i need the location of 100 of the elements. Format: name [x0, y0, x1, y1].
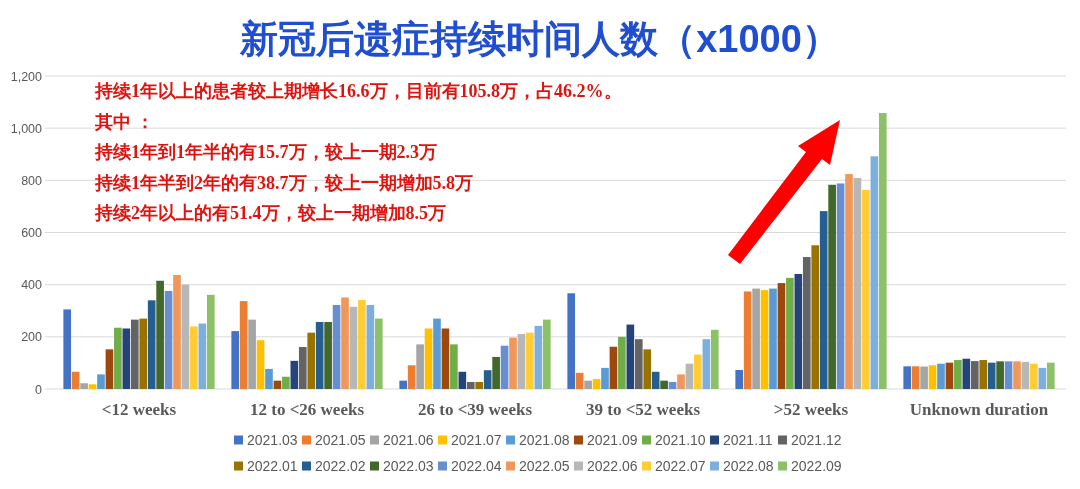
bar	[970, 361, 979, 389]
bar	[542, 319, 551, 389]
bar	[424, 328, 433, 389]
bar	[483, 370, 492, 389]
bar	[63, 309, 72, 389]
bar	[862, 189, 870, 389]
bar	[802, 257, 811, 389]
legend-label: 2021.06	[383, 432, 434, 448]
bar	[794, 273, 803, 389]
legend-label: 2021.11	[723, 432, 773, 448]
bar	[643, 349, 652, 389]
bar	[819, 211, 828, 389]
bar	[500, 345, 509, 389]
bar	[870, 156, 879, 389]
bar	[786, 277, 794, 389]
legend-label: 2022.01	[247, 458, 298, 474]
bar	[945, 362, 954, 389]
bar	[828, 184, 836, 389]
bar	[1013, 361, 1021, 389]
bar	[777, 283, 786, 389]
bar	[651, 371, 660, 389]
bar	[735, 369, 744, 389]
bar	[509, 337, 517, 389]
bar	[349, 306, 358, 389]
legend-label: 2021.05	[315, 432, 366, 448]
bar	[702, 339, 711, 389]
bar	[760, 290, 769, 389]
bar	[634, 339, 643, 389]
bar	[265, 368, 273, 389]
y-tick-label: 200	[21, 330, 43, 345]
bar	[979, 360, 988, 389]
bar	[341, 297, 349, 389]
legend-label: 2022.05	[519, 458, 570, 474]
x-tick-label: 39 to <52 weeks	[585, 400, 701, 419]
bar	[290, 360, 299, 389]
legend-label: 2021.09	[587, 432, 638, 448]
bar	[130, 319, 139, 389]
bar	[517, 333, 526, 389]
bar	[660, 380, 668, 389]
bar	[845, 174, 853, 389]
x-tick-label: >52 weeks	[773, 400, 849, 419]
bar	[114, 327, 122, 389]
bar	[173, 275, 181, 389]
bar	[475, 381, 484, 389]
bar	[677, 374, 685, 389]
legend-label: 2021.07	[451, 432, 502, 448]
bar	[567, 293, 576, 389]
bar	[450, 344, 458, 389]
legend-label: 2022.03	[383, 458, 434, 474]
bar	[996, 361, 1004, 389]
bar	[307, 332, 316, 389]
bar	[315, 321, 324, 389]
x-tick-label: Unknown duration	[909, 400, 1049, 419]
y-tick-label: 600	[21, 226, 43, 240]
bar	[987, 362, 996, 389]
bar	[358, 300, 366, 389]
bar	[937, 363, 945, 389]
annotation: 其中 ：	[94, 111, 154, 132]
bar	[206, 294, 215, 389]
bar	[1030, 363, 1038, 389]
annotation: 持续1年半到2年的有38.7万，较上一期增加5.8万	[94, 172, 473, 193]
annotation: 持续1年以上的患者较上期增长16.6万，目前有105.8万，占46.2%。	[94, 81, 622, 101]
bar	[811, 245, 820, 389]
legend-label: 2021.10	[655, 432, 706, 448]
x-tick-label: 26 to <39 weeks	[417, 400, 533, 419]
bar	[256, 340, 265, 389]
bar	[122, 328, 131, 389]
bar	[743, 291, 752, 389]
bar	[139, 318, 148, 389]
bar	[878, 113, 887, 389]
chart-title: 新冠后遗症持续时间人数（x1000）	[239, 18, 840, 60]
y-tick-label: 400	[21, 278, 43, 293]
bar	[147, 300, 156, 389]
bar	[80, 383, 88, 389]
y-tick-label: 0	[35, 382, 43, 397]
bar	[954, 360, 962, 389]
bar	[609, 346, 618, 389]
bar	[181, 284, 190, 389]
bar	[1021, 361, 1030, 389]
bar	[433, 318, 441, 389]
bar	[97, 374, 105, 389]
legend-label: 2021.12	[791, 432, 842, 448]
bar	[71, 371, 80, 389]
y-tick-label: 1,000	[10, 121, 43, 136]
bar	[88, 384, 97, 389]
bar	[752, 288, 760, 389]
bar	[1046, 362, 1055, 389]
bar	[441, 328, 450, 389]
bar	[416, 344, 424, 389]
x-tick-label: <12 weeks	[101, 400, 177, 419]
bar	[198, 323, 207, 389]
bar	[853, 177, 862, 389]
bar	[920, 366, 928, 389]
bar	[164, 290, 173, 389]
bar	[592, 379, 601, 389]
bar	[248, 319, 256, 389]
bar	[231, 331, 240, 389]
bar	[710, 329, 719, 389]
legend-label: 2022.06	[587, 458, 638, 474]
bar	[575, 372, 584, 389]
